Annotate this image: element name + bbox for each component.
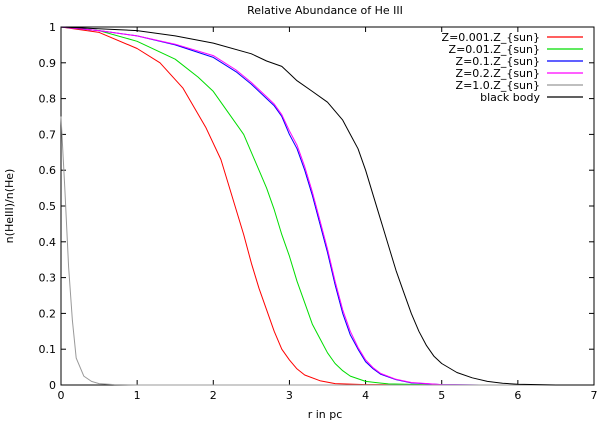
legend-label-1: Z=0.01.Z_{sun} (449, 43, 540, 56)
y-tick-label: 1 (49, 21, 56, 34)
legend-label-2: Z=0.1.Z_{sun} (456, 55, 540, 68)
legend-label-5: black body (480, 91, 540, 104)
x-tick-label: 5 (438, 389, 445, 402)
x-tick-label: 7 (591, 389, 598, 402)
legend-label-4: Z=1.0.Z_{sun} (456, 79, 540, 92)
y-axis-title: n(HeIII)/n(He) (3, 169, 16, 244)
y-tick-label: 0.1 (39, 343, 57, 356)
y-tick-label: 0.6 (39, 164, 57, 177)
x-tick-label: 4 (362, 389, 369, 402)
y-tick-label: 0.4 (39, 236, 57, 249)
x-tick-label: 1 (134, 389, 141, 402)
series-line-3 (60, 26, 594, 386)
x-tick-label: 3 (286, 389, 293, 402)
y-tick-label: 0.8 (39, 93, 57, 106)
x-tick-label: 0 (58, 389, 65, 402)
y-tick-label: 0.2 (39, 307, 57, 320)
y-tick-label: 0.3 (39, 272, 57, 285)
series-line-4 (60, 116, 594, 386)
x-tick-label: 2 (210, 389, 217, 402)
series-group (60, 26, 594, 386)
y-tick-label: 0.7 (39, 128, 57, 141)
series-line-5 (60, 26, 594, 386)
y-tick-label: 0.9 (39, 57, 57, 70)
y-tick-label: 0.5 (39, 200, 57, 213)
legend-label-3: Z=0.2.Z_{sun} (456, 67, 540, 80)
chart-title: Relative Abundance of He III (247, 4, 403, 17)
series-line-2 (60, 26, 594, 386)
x-axis-title: r in pc (308, 408, 343, 421)
y-tick-label: 0 (49, 379, 56, 392)
legend: Z=0.001.Z_{sun}Z=0.01.Z_{sun}Z=0.1.Z_{su… (442, 31, 583, 104)
series-line-0 (60, 26, 594, 386)
series-line-1 (60, 26, 594, 386)
legend-label-0: Z=0.001.Z_{sun} (442, 31, 540, 44)
x-tick-label: 6 (514, 389, 521, 402)
